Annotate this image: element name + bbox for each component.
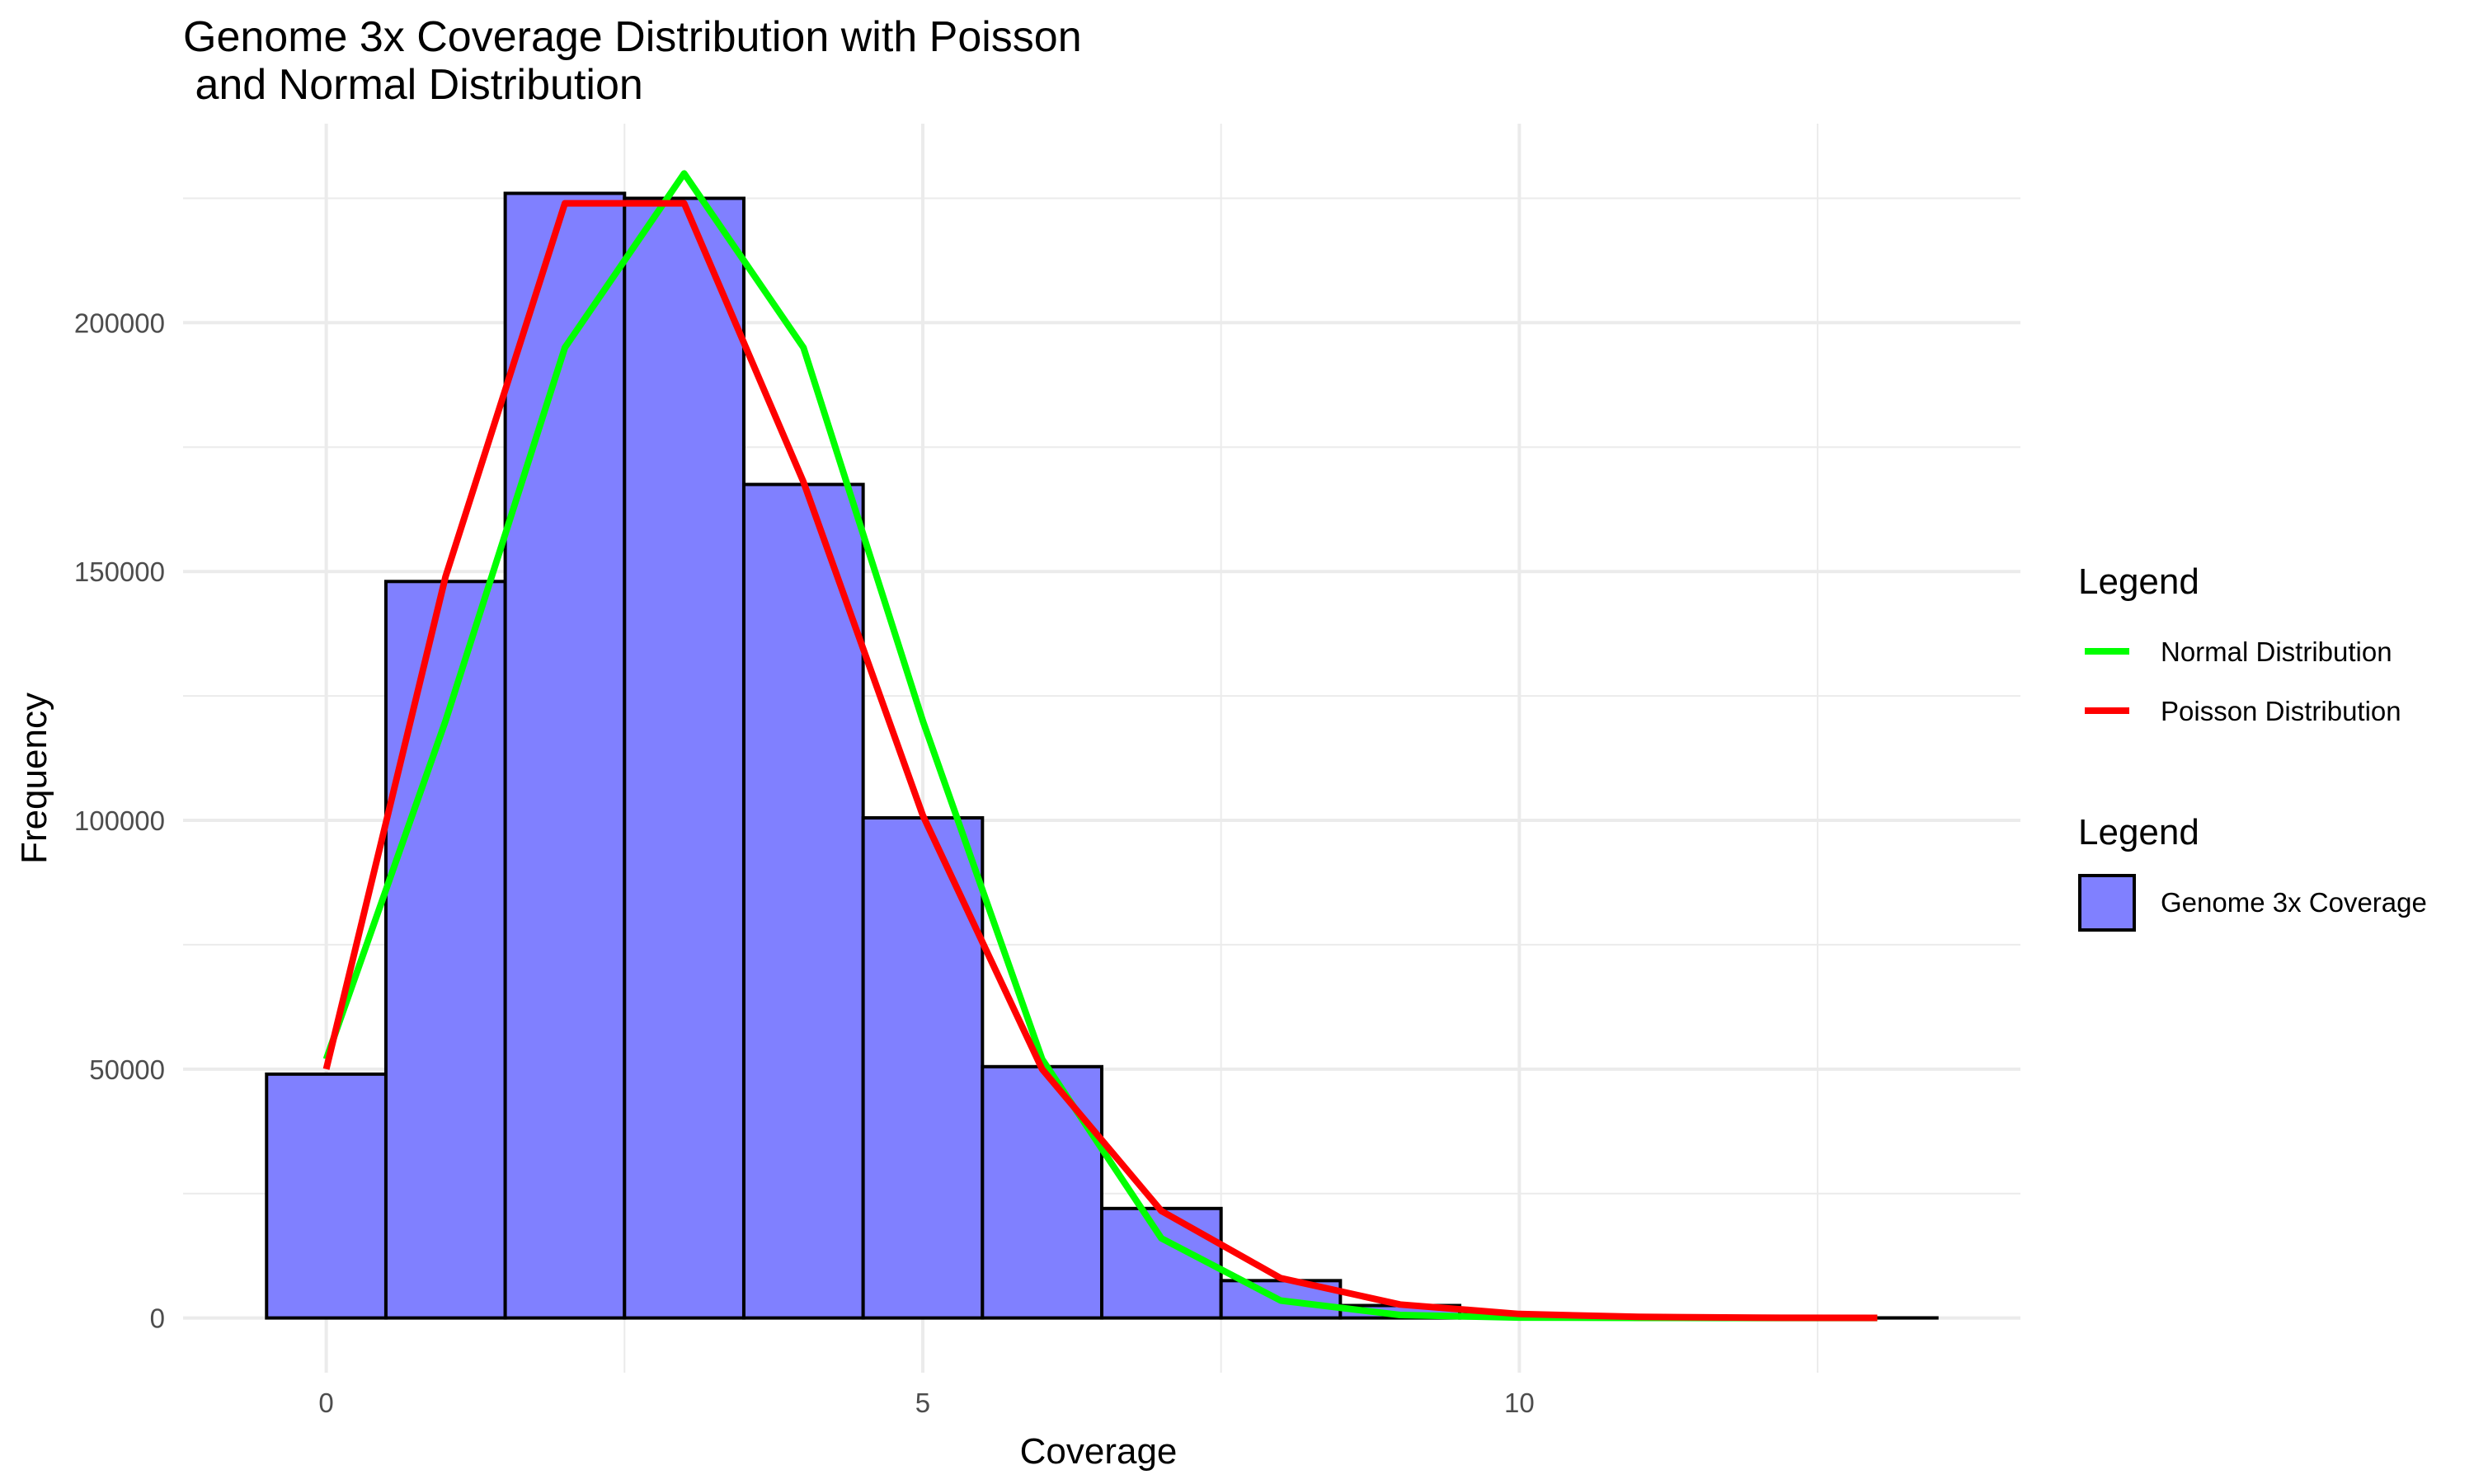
legend-label: Genome 3x Coverage	[2161, 887, 2427, 918]
x-axis-ticks: 0 5 10	[318, 1388, 1534, 1418]
x-tick-label: 0	[318, 1388, 333, 1418]
legend-title: Legend	[2078, 561, 2199, 602]
legend-label: Normal Distribution	[2161, 636, 2392, 667]
y-tick-label: 0	[150, 1303, 165, 1334]
histogram-bar	[1100, 1206, 1223, 1320]
y-tick-label: 50000	[89, 1054, 165, 1085]
histogram-bar	[981, 1064, 1104, 1320]
histogram-bar	[861, 816, 985, 1320]
legend-fill-key	[2078, 874, 2136, 932]
legend-label: Poisson Distribution	[2161, 696, 2401, 726]
histogram-bar	[265, 1072, 388, 1320]
series-line	[322, 200, 1878, 1322]
distribution-lines	[322, 170, 1878, 1322]
y-tick-label: 200000	[74, 308, 165, 338]
x-tick-label: 10	[1504, 1388, 1535, 1418]
x-tick-label: 5	[915, 1388, 930, 1418]
y-axis-title: Frequency	[14, 693, 54, 864]
histogram-bar	[741, 482, 865, 1320]
legend-title: Legend	[2078, 812, 2199, 852]
chart-title-line-2: and Normal Distribution	[183, 61, 643, 109]
x-axis-title: Coverage	[1020, 1431, 1178, 1472]
histogram-bars	[265, 191, 1939, 1320]
chart-title-line-1: Genome 3x Coverage Distribution with Poi…	[183, 13, 1082, 61]
y-tick-label: 150000	[74, 556, 165, 587]
histogram-bar	[503, 191, 627, 1320]
chart-title: Genome 3x Coverage Distribution with Poi…	[183, 13, 1082, 109]
histogram-bar	[383, 580, 507, 1320]
histogram-bar	[623, 196, 745, 1320]
y-tick-label: 100000	[74, 805, 165, 836]
legend: Legend Normal Distribution Poisson Distrib…	[2078, 561, 2427, 932]
y-axis-ticks: 0 50000 100000 150000 200000	[74, 308, 165, 1333]
